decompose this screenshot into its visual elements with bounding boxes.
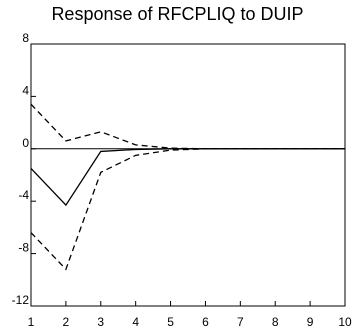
y-tick-label: 0: [22, 136, 29, 150]
series-line-dashed-2: [31, 149, 345, 270]
x-tick-label: 2: [63, 315, 70, 329]
y-tick-label: -4: [18, 188, 29, 202]
x-tick-label: 8: [272, 315, 279, 329]
x-tick-label: 3: [97, 315, 104, 329]
series-line-solid: [31, 149, 345, 205]
x-tick-label: 5: [167, 315, 174, 329]
series-line-dashed-1: [31, 104, 345, 149]
x-tick-label: 7: [237, 315, 244, 329]
y-tick-label: -8: [18, 241, 29, 255]
y-tick-label: -12: [12, 293, 30, 307]
x-tick-label: 6: [202, 315, 209, 329]
y-tick-label: 8: [22, 31, 29, 45]
x-tick-label: 10: [338, 315, 352, 329]
x-tick-label: 9: [307, 315, 314, 329]
plot-frame: [31, 44, 345, 306]
x-tick-label: 1: [28, 315, 35, 329]
y-tick-label: 4: [22, 83, 29, 97]
x-tick-label: 4: [132, 315, 139, 329]
